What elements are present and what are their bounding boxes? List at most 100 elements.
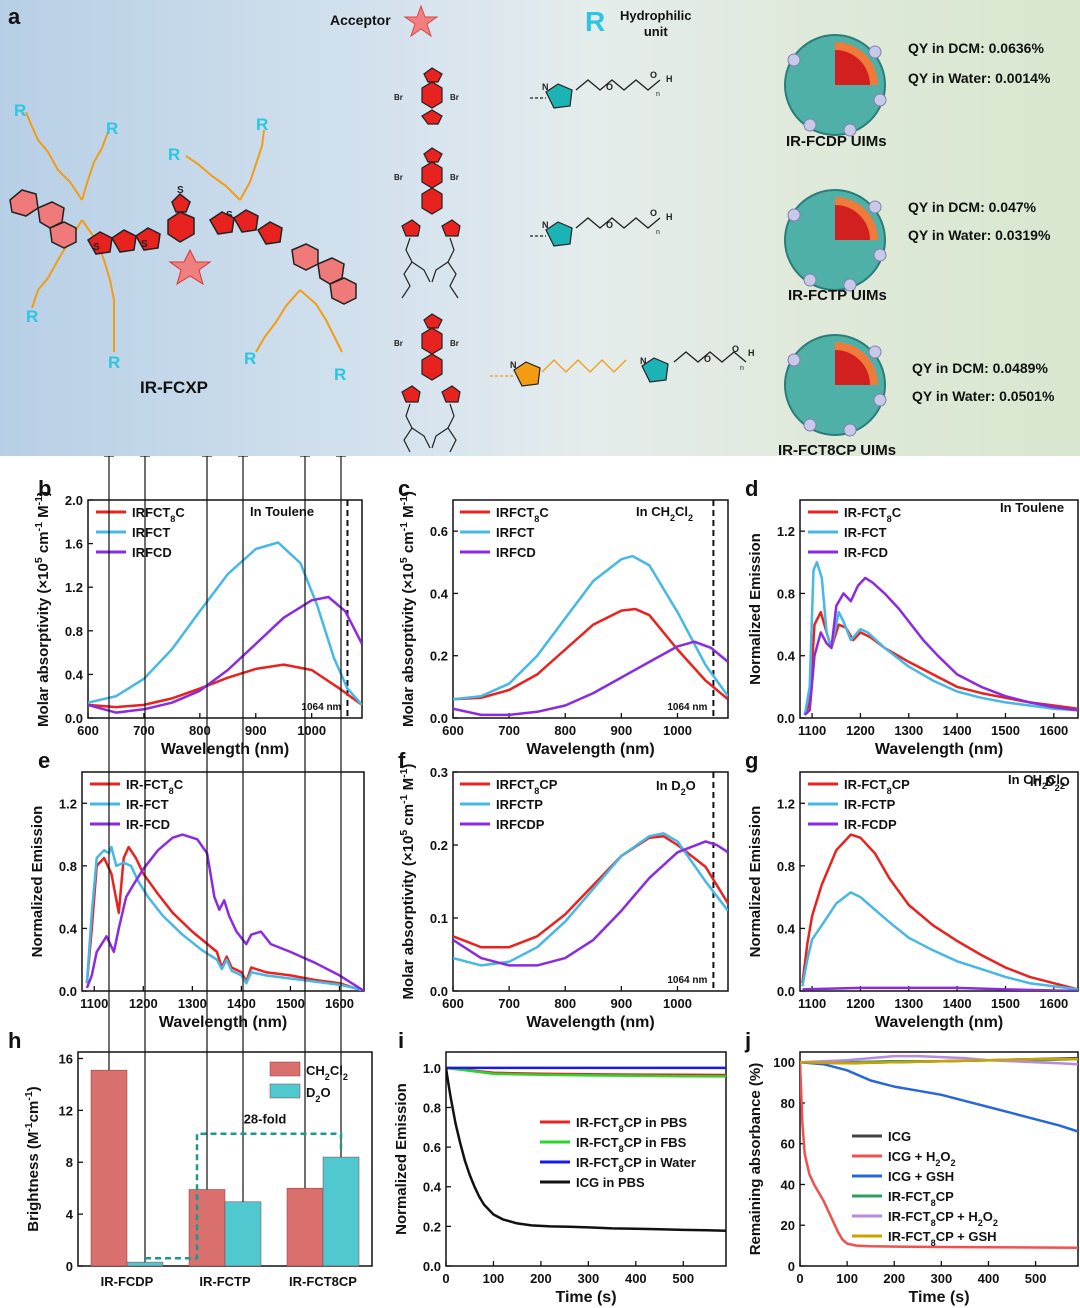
chart-panels: b 0.0 0.4 0.8 1.2 1.6 2.0 Molar absorptivity (×… [8,456,1079,1306]
legend-label-i: ICG in PBS [576,1175,645,1190]
xlabel-f: Wavelength (nm) [526,1014,654,1031]
legend-label-d: IR-FCT8C [844,505,902,524]
ytick-label-d: 1.2 [777,524,795,539]
xlabel-i: Time (s) [555,1289,616,1306]
xtick-label-d: 1200 [846,723,875,738]
legend-label-i: IR-FCT8CP in Water [576,1155,696,1174]
uim3-qy-water: QY in Water: 0.0501% [912,388,1055,404]
chain-r-4: R [108,353,120,372]
legend-label-i: IR-FCT8CP in PBS [576,1115,687,1134]
xtick-label-h: IR-FCT8CP [289,1274,357,1289]
series-line-ir-fcd [803,576,1078,716]
atom-br-4: Br [450,173,459,182]
ytick-label-g: 0.8 [777,859,795,874]
ytick-label-d: 0.0 [777,711,795,726]
series-line-irfcdp [453,840,728,967]
legend-label-c: IRFCD [496,545,536,560]
axes-frame-i [445,1051,727,1267]
ytick-label-b: 0.0 [65,711,83,726]
series-line-irfct8c [453,607,728,701]
legend-swatch-d2o [269,1083,301,1099]
uim2-qy-dcm: QY in DCM: 0.047% [908,199,1037,215]
atom-o-3: O [606,220,613,230]
legend-label-f: IRFCDP [496,817,545,832]
xtick-label-e: 1200 [129,996,158,1011]
ylabel-g: Normalized Emission [747,806,764,958]
vline-label: 1064 nm [667,975,707,986]
atom-n-4: N [640,356,647,366]
ytick-label-c: 0.6 [430,524,448,539]
ytick-label-c: 0.4 [430,586,449,601]
xtick-label-i: 500 [672,1271,694,1286]
ytick-label-e: 0.0 [59,984,77,999]
chart-d: d 0.0 0.4 0.8 1.2 Normalized Emission 1100 1200… [745,476,1079,758]
ylabel-j: Remaining absorbance (%) [747,1063,764,1256]
panel-label-h: h [8,1028,21,1053]
xtick-label-d: 1500 [991,723,1020,738]
xlabel-g: Wavelength (nm) [875,1014,1003,1031]
legend-label-ch2cl2: CH2Cl2 [306,1063,348,1082]
series-group-b [88,541,362,714]
legend-label-f: IRFCTP [496,797,543,812]
ylabel-e: Normalized Emission [29,806,46,958]
ytick-label-h: 8 [66,1155,73,1170]
series-line-irfct [453,554,728,701]
ytick-label-f: 0.1 [430,911,448,926]
axes-frame-j [799,1051,1079,1267]
panel-a-label: a [8,4,21,29]
bar-d2o-ir-fcdp [126,1261,164,1267]
xtick-label-f: 1000 [663,996,692,1011]
uim2-qy-water: QY in Water: 0.0319% [908,227,1051,243]
series-line-irfct8c [88,663,362,709]
uim2-name: IR-FCTP UIMs [788,287,887,304]
series-line-ir-fct8cp-gsh [800,1057,1078,1065]
legend-label-c: IRFCT8C [496,505,549,524]
ytick-label-j: 80 [781,1096,795,1111]
atom-o-2: O [650,70,657,80]
note-c: In CH2Cl2 [636,504,693,523]
legend-label-j: ICG + H2O2 [888,1149,956,1168]
legend-label-e: IR-FCD [126,817,170,832]
ytick-label-i: 0.2 [423,1219,441,1234]
xtick-label-c: 700 [498,723,520,738]
xtick-label-i: 0 [442,1271,449,1286]
xtick-label-f: 800 [554,996,576,1011]
ytick-label-h: 0 [66,1259,73,1274]
xtick-label-g: 1200 [846,996,875,1011]
axes-frame-f [452,771,729,992]
legend-label-i: IR-FCT8CP in FBS [576,1135,687,1154]
xlabel-j: Time (s) [908,1289,969,1306]
series-group-c [453,554,728,717]
chart-i: i 0.0 0.2 0.4 0.6 0.8 1.0 Normalized Emission 0 1… [393,1028,727,1306]
xtick-label-e: 1100 [80,996,108,1011]
acceptor-structures: Br Br Br Br Br Br [394,67,461,453]
ytick-label-j: 40 [781,1177,795,1192]
sub-n-3: n [740,365,744,372]
ytick-label-i: 0.6 [423,1140,441,1155]
series-group-d [803,561,1078,716]
panel-label-e: e [38,748,50,773]
r-symbol: R [585,6,606,37]
series-line-icg-h2o2 [800,1062,1078,1249]
series-group-e [85,833,364,991]
legend-label-c: IRFCT [496,525,534,540]
xtick-label-i: 100 [483,1271,505,1286]
chart-b: b 0.0 0.4 0.8 1.2 1.6 2.0 Molar absorptivity (×… [33,476,363,758]
xtick-label-g: 1400 [943,996,972,1011]
axes-frame-c [452,499,729,719]
panel-label-d: d [745,476,758,501]
uim3-name: IR-FCT8CP UIMs [778,442,897,459]
xtick-label-h: IR-FCDP [101,1274,154,1289]
axes-frame-b [87,499,363,719]
xtick-label-j: 0 [796,1271,803,1286]
xlabel-c: Wavelength (nm) [526,741,654,758]
panel-label-b: b [38,476,51,501]
panel-label-c: c [398,476,410,501]
atom-br-6: Br [450,339,459,348]
note-d: In Toulene [1000,500,1064,515]
xtick-label-g: 1500 [991,996,1020,1011]
xtick-label-e: 1600 [325,996,354,1011]
fold-annotation: 28-fold [244,1112,287,1127]
xlabel-d: Wavelength (nm) [875,741,1003,758]
chart-f: f 0.0 0.1 0.2 0.3 Molar absorptivity (×105 cm… [398,748,729,1031]
